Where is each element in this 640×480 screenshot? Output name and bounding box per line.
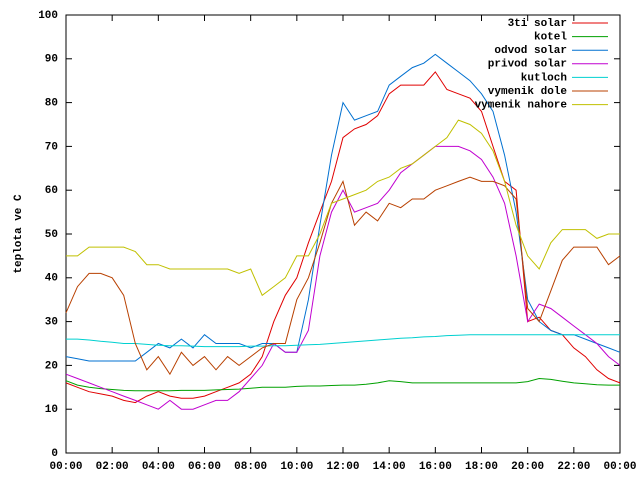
y-axis-label: teplota ve C — [13, 194, 25, 274]
y-tick-label: 100 — [38, 10, 58, 22]
legend-label: kotel — [534, 32, 567, 44]
x-tick-label: 22:00 — [557, 461, 590, 473]
series-line — [66, 119, 620, 297]
y-tick-label: 80 — [45, 98, 58, 110]
legend-label: privod solar — [488, 59, 567, 71]
x-tick-label: 02:00 — [96, 461, 129, 473]
series-line — [66, 334, 620, 348]
y-tick-label: 70 — [45, 141, 58, 153]
series-line — [65, 53, 621, 362]
x-tick-label: 12:00 — [326, 461, 359, 473]
legend-label: vymenik dole — [488, 86, 568, 98]
legend-label: odvod solar — [494, 45, 567, 57]
y-tick-label: 40 — [45, 273, 58, 285]
x-tick-label: 16:00 — [419, 461, 452, 473]
y-tick-label: 60 — [45, 185, 58, 197]
series-line — [65, 176, 621, 376]
x-tick-label: 10:00 — [280, 461, 313, 473]
x-tick-label: 08:00 — [234, 461, 267, 473]
x-tick-label: 18:00 — [465, 461, 498, 473]
y-tick-label: 20 — [45, 360, 58, 372]
y-tick-label: 30 — [45, 317, 58, 329]
x-tick-label: 04:00 — [142, 461, 175, 473]
legend-label: 3ti solar — [508, 18, 567, 30]
y-tick-label: 50 — [45, 229, 58, 241]
x-tick-label: 06:00 — [188, 461, 221, 473]
legend-label: kutloch — [521, 72, 567, 84]
x-tick-label: 14:00 — [373, 461, 406, 473]
x-tick-label: 00:00 — [603, 461, 636, 473]
series-line — [65, 377, 620, 392]
legend-label: vymenik nahore — [475, 100, 568, 112]
series-line — [65, 145, 621, 410]
y-tick-label: 0 — [51, 448, 58, 460]
x-tick-label: 20:00 — [511, 461, 544, 473]
y-tick-label: 90 — [45, 54, 58, 66]
y-tick-label: 10 — [45, 404, 58, 416]
x-tick-label: 00:00 — [49, 461, 82, 473]
